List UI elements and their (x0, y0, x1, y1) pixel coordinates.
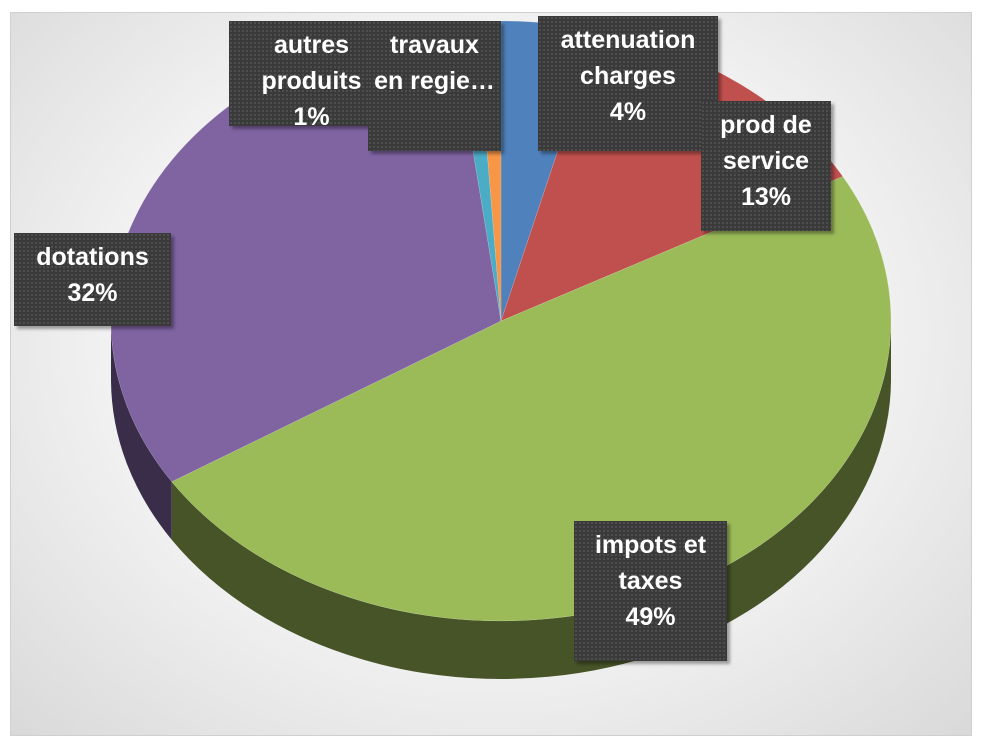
data-label: travaux en regie… (368, 21, 501, 151)
chart-area: attenuation charges 4% prod de service 13% i… (10, 12, 972, 736)
value-label: 4% (609, 98, 647, 126)
slice-side (111, 321, 172, 540)
data-label: prod de service 13% (701, 101, 831, 231)
value-label: 1% (293, 103, 330, 131)
category-label: travaux en regie… (374, 31, 495, 95)
data-label: dotations 32% (14, 233, 171, 326)
category-label: dotations (36, 243, 149, 271)
data-label: autres produits 1% (229, 21, 394, 131)
value-label: 13% (740, 183, 792, 211)
category-label: attenuation charges (560, 26, 696, 90)
category-label: prod de service (720, 111, 812, 175)
value-label: 32% (67, 279, 118, 307)
category-label: autres produits (261, 31, 362, 95)
category-label: impots et taxes (594, 531, 707, 595)
value-label: 49% (625, 603, 676, 631)
data-label: impots et taxes 49% (574, 521, 727, 661)
data-label: attenuation charges 4% (538, 16, 718, 151)
